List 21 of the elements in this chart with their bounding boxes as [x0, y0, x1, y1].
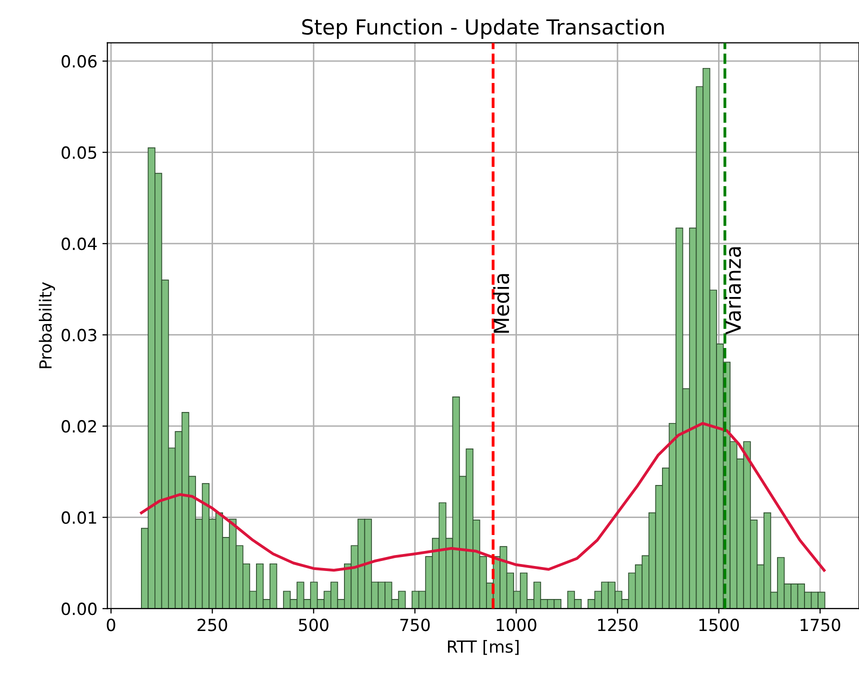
x-tick-label: 0 [106, 618, 116, 632]
chart-title: Step Function - Update Transaction [302, 18, 664, 39]
x-tick-label: 500 [298, 618, 328, 632]
line-series [140, 422, 826, 572]
x-axis-title: RTT [ms] [448, 640, 519, 655]
y-tick-label: 0.04 [62, 238, 97, 250]
ref-line-label: Media [493, 274, 510, 333]
y-axis-title: Probability [38, 282, 55, 368]
y-tick-label: 0.01 [62, 511, 96, 524]
y-tick-label: 0.06 [62, 55, 97, 68]
x-tick-label: 1500 [699, 618, 739, 632]
y-tick-label: 0.03 [62, 328, 96, 342]
x-tick-label: 1250 [598, 618, 638, 632]
x-tick-label: 250 [198, 618, 228, 632]
y-tick-label: 0.02 [62, 420, 96, 433]
x-tick-label: 750 [400, 618, 430, 632]
y-tick-label: 0.05 [62, 146, 96, 159]
y-tick-label: 0.00 [62, 602, 97, 616]
x-tick-label: 1000 [496, 618, 536, 632]
ref-line-label: Varianza [724, 247, 742, 335]
x-tick-label: 1750 [800, 618, 840, 632]
